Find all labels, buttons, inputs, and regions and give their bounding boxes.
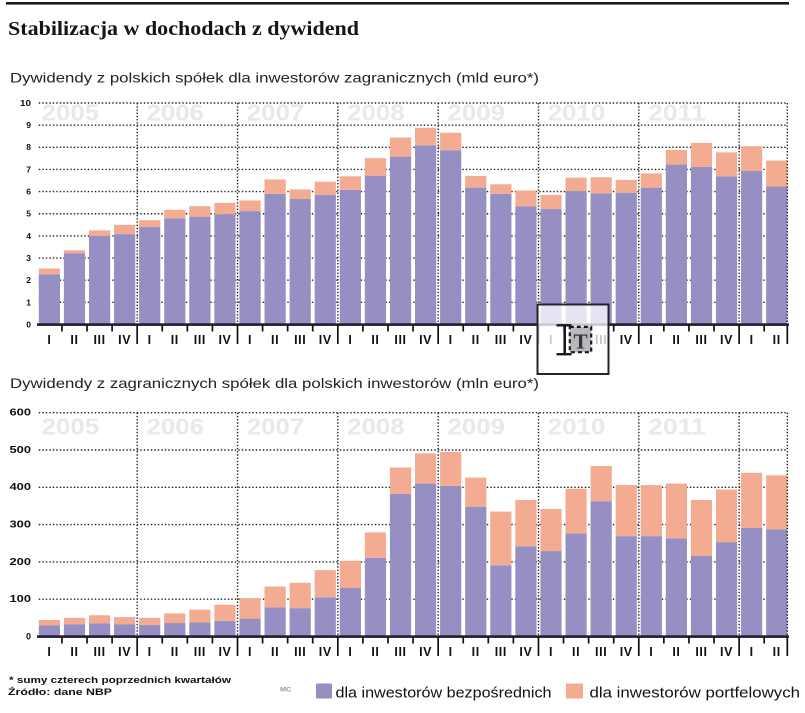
svg-text:IV: IV xyxy=(720,645,733,659)
svg-text:II: II xyxy=(672,333,680,347)
svg-text:I: I xyxy=(750,645,754,659)
svg-text:III: III xyxy=(595,645,607,659)
svg-text:Stabilizacja w dochodach z dyw: Stabilizacja w dochodach z dywidend xyxy=(8,18,360,40)
svg-text:7: 7 xyxy=(26,164,31,174)
svg-text:III: III xyxy=(93,645,105,659)
svg-text:IV: IV xyxy=(319,333,332,347)
svg-text:* sumy czterech poprzednich kw: * sumy czterech poprzednich kwartałów xyxy=(9,675,232,686)
svg-text:II: II xyxy=(171,645,179,659)
svg-text:3: 3 xyxy=(26,253,31,263)
svg-text:2011: 2011 xyxy=(648,414,706,440)
svg-text:2007: 2007 xyxy=(247,414,304,440)
svg-text:I: I xyxy=(348,645,352,659)
svg-text:III: III xyxy=(394,333,406,347)
svg-text:IV: IV xyxy=(720,333,733,347)
svg-text:I: I xyxy=(348,333,352,347)
svg-text:8: 8 xyxy=(26,142,31,152)
svg-text:I: I xyxy=(449,645,453,659)
svg-text:II: II xyxy=(70,333,78,347)
svg-text:I: I xyxy=(549,645,553,659)
svg-text:Dywidendy z zagranicznych spół: Dywidendy z zagranicznych spółek dla pol… xyxy=(10,375,539,391)
svg-text:III: III xyxy=(93,333,105,347)
svg-text:IV: IV xyxy=(519,333,532,347)
svg-text:IV: IV xyxy=(519,645,532,659)
svg-text:I: I xyxy=(750,333,754,347)
svg-text:Źródło: dane NBP: Źródło: dane NBP xyxy=(8,687,113,698)
svg-text:6: 6 xyxy=(26,187,31,197)
svg-text:200: 200 xyxy=(10,556,32,568)
svg-text:2005: 2005 xyxy=(42,414,100,440)
svg-text:IV: IV xyxy=(620,333,633,347)
svg-text:I: I xyxy=(47,333,51,347)
svg-text:IV: IV xyxy=(319,645,332,659)
svg-text:I: I xyxy=(649,333,653,347)
svg-text:0: 0 xyxy=(26,319,31,329)
svg-text:600: 600 xyxy=(10,407,32,419)
svg-text:2008: 2008 xyxy=(347,414,405,440)
svg-text:III: III xyxy=(194,645,206,659)
svg-text:III: III xyxy=(294,333,306,347)
svg-text:dla inwestorów bezpośrednich: dla inwestorów bezpośrednich xyxy=(336,686,552,702)
svg-text:II: II xyxy=(171,333,179,347)
svg-text:4: 4 xyxy=(26,231,31,241)
svg-text:5: 5 xyxy=(26,209,31,219)
svg-text:2006: 2006 xyxy=(147,99,205,125)
svg-text:III: III xyxy=(495,645,507,659)
svg-text:II: II xyxy=(371,333,379,347)
svg-text:II: II xyxy=(773,333,781,347)
svg-text:2006: 2006 xyxy=(147,414,205,440)
svg-text:III: III xyxy=(495,333,507,347)
svg-text:IV: IV xyxy=(218,645,231,659)
svg-text:III: III xyxy=(695,645,707,659)
svg-text:I: I xyxy=(148,333,152,347)
svg-text:500: 500 xyxy=(10,444,32,456)
svg-text:II: II xyxy=(773,645,781,659)
svg-text:2009: 2009 xyxy=(448,414,506,440)
svg-text:III: III xyxy=(695,333,707,347)
svg-text:9: 9 xyxy=(26,120,31,130)
svg-text:0: 0 xyxy=(26,631,31,641)
svg-text:IV: IV xyxy=(620,645,633,659)
svg-text:II: II xyxy=(70,645,78,659)
svg-text:II: II xyxy=(472,333,480,347)
svg-text:II: II xyxy=(371,645,379,659)
svg-text:I: I xyxy=(449,333,453,347)
svg-text:III: III xyxy=(294,645,306,659)
svg-text:2: 2 xyxy=(26,275,31,285)
svg-text:2010: 2010 xyxy=(548,414,606,440)
svg-text:II: II xyxy=(672,645,680,659)
svg-text:III: III xyxy=(394,645,406,659)
svg-text:IV: IV xyxy=(419,333,432,347)
svg-text:dla inwestorów portfelowych: dla inwestorów portfelowych xyxy=(590,686,801,702)
svg-text:III: III xyxy=(194,333,206,347)
svg-text:I: I xyxy=(248,333,252,347)
svg-text:100: 100 xyxy=(10,593,32,605)
svg-text:I: I xyxy=(248,645,252,659)
svg-text:IV: IV xyxy=(218,333,231,347)
svg-text:MC: MC xyxy=(280,687,292,694)
svg-text:II: II xyxy=(271,645,279,659)
svg-text:I: I xyxy=(47,645,51,659)
svg-text:10: 10 xyxy=(20,98,31,108)
svg-text:I: I xyxy=(148,645,152,659)
svg-text:II: II xyxy=(472,645,480,659)
svg-text:300: 300 xyxy=(10,519,32,531)
svg-text:IV: IV xyxy=(118,645,131,659)
svg-text:II: II xyxy=(271,333,279,347)
svg-text:2009: 2009 xyxy=(448,99,506,125)
svg-text:T: T xyxy=(574,330,588,354)
svg-text:II: II xyxy=(572,645,580,659)
svg-text:IV: IV xyxy=(118,333,131,347)
svg-text:400: 400 xyxy=(10,481,32,493)
svg-text:1: 1 xyxy=(26,297,31,307)
svg-text:Dywidendy z polskich spółek dl: Dywidendy z polskich spółek dla inwestor… xyxy=(10,70,539,86)
svg-text:IV: IV xyxy=(419,645,432,659)
svg-text:I: I xyxy=(649,645,653,659)
